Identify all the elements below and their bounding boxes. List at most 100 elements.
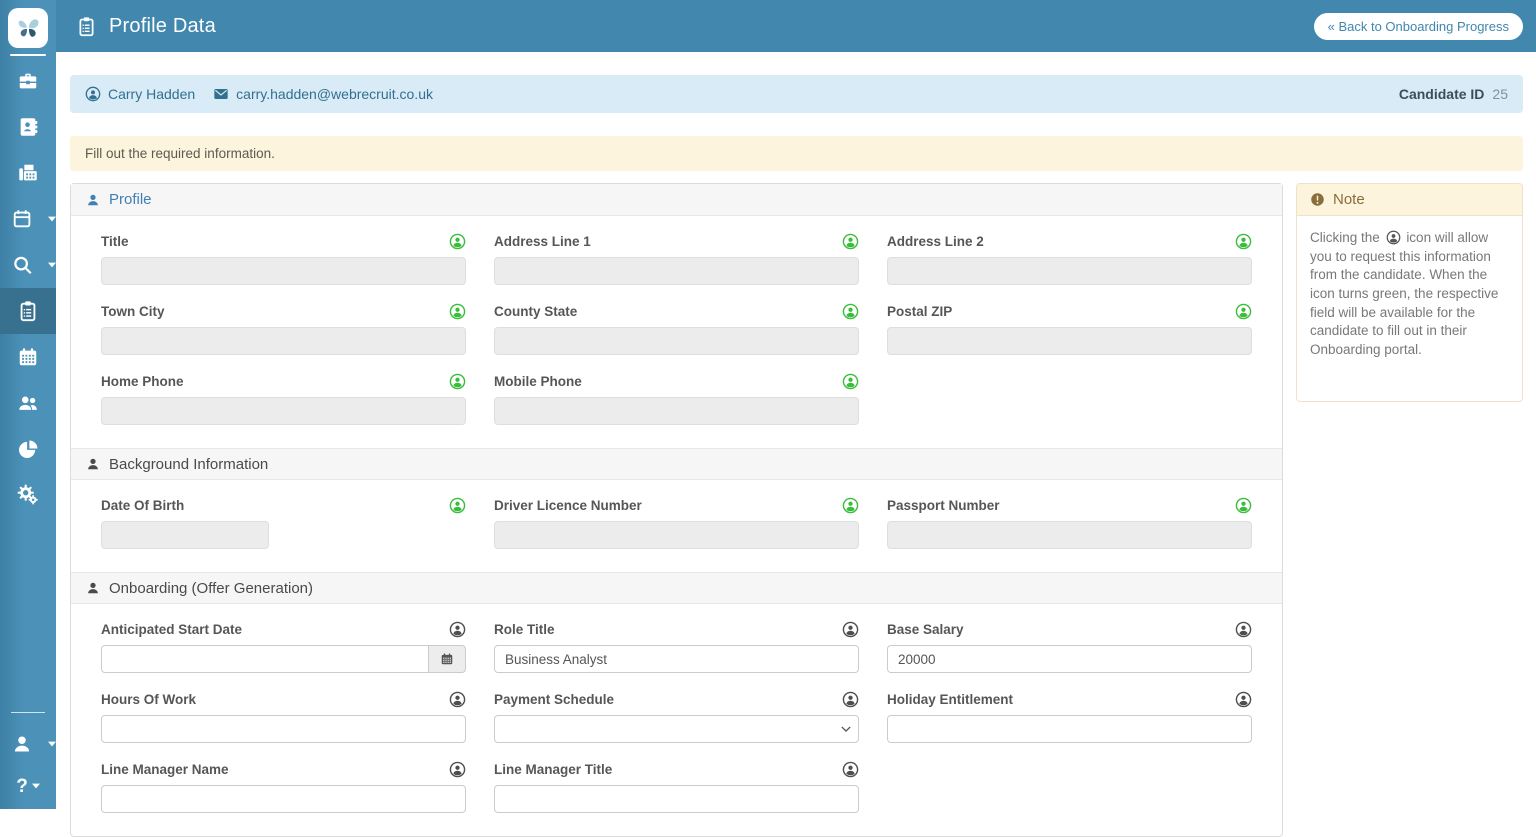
- request-from-candidate-icon[interactable]: [449, 303, 466, 320]
- request-from-candidate-icon[interactable]: [1235, 691, 1252, 708]
- field-label: Anticipated Start Date: [101, 622, 242, 637]
- user-circle-icon: [85, 86, 101, 102]
- mobile-phone-input: [494, 397, 859, 425]
- request-from-candidate-icon[interactable]: [842, 373, 859, 390]
- field-label: County State: [494, 304, 577, 319]
- field-label: Title: [101, 234, 129, 249]
- briefcase-icon: [0, 70, 56, 92]
- field-hours-of-work: Hours Of Work: [101, 691, 466, 743]
- field-label: Town City: [101, 304, 165, 319]
- payment-schedule-select[interactable]: [494, 715, 859, 743]
- sidebar-item-users[interactable]: [0, 380, 56, 426]
- field-driver-licence-number: Driver Licence Number: [494, 497, 859, 549]
- field-label: Mobile Phone: [494, 374, 582, 389]
- anticipated-start-date-input[interactable]: [101, 645, 429, 673]
- profile-data-panel: Profile Title Address Line 1 Address Lin…: [70, 183, 1283, 837]
- candidate-bar: Carry Hadden carry.hadden@webrecruit.co.…: [70, 75, 1523, 113]
- content: Carry Hadden carry.hadden@webrecruit.co.…: [56, 52, 1536, 837]
- request-from-candidate-icon[interactable]: [449, 621, 466, 638]
- sidebar-item-profile-data[interactable]: [0, 288, 56, 334]
- user-icon: [86, 581, 100, 595]
- section-title: Onboarding (Offer Generation): [109, 580, 313, 597]
- background-fields: Date Of Birth Driver Licence Number Pass…: [71, 480, 1282, 572]
- page: ? Profile Data « Back to Onboarding Prog…: [0, 0, 1536, 809]
- section-title: Profile: [109, 191, 152, 208]
- request-from-candidate-icon[interactable]: [449, 373, 466, 390]
- field-postal-zip: Postal ZIP: [887, 303, 1252, 355]
- sidebar-item-calendar-grid[interactable]: [0, 334, 56, 380]
- address-line-1-input: [494, 257, 859, 285]
- request-from-candidate-icon[interactable]: [842, 233, 859, 250]
- field-anticipated-start-date: Anticipated Start Date: [101, 621, 466, 673]
- back-to-onboarding-button[interactable]: « Back to Onboarding Progress: [1314, 13, 1523, 40]
- holiday-entitlement-input[interactable]: [887, 715, 1252, 743]
- field-address-line-1: Address Line 1: [494, 233, 859, 285]
- info-alert: Fill out the required information.: [70, 136, 1523, 171]
- sidebar-help-menu[interactable]: ?: [0, 765, 56, 807]
- user-icon: [86, 193, 100, 207]
- request-from-candidate-icon[interactable]: [1235, 497, 1252, 514]
- field-label: Date Of Birth: [101, 498, 184, 513]
- chevron-down-icon: [48, 741, 56, 747]
- date-of-birth-input: [101, 521, 269, 549]
- sidebar-user-menu[interactable]: [0, 723, 56, 765]
- butterfly-logo-icon: [13, 13, 43, 43]
- base-salary-input[interactable]: [887, 645, 1252, 673]
- field-county-state: County State: [494, 303, 859, 355]
- candidate-id-value: 25: [1492, 86, 1508, 102]
- user-icon: [0, 734, 44, 754]
- sidebar-divider: [11, 712, 45, 713]
- profile-fields: Title Address Line 1 Address Line 2: [71, 216, 1282, 448]
- request-from-candidate-icon[interactable]: [1235, 233, 1252, 250]
- datepicker-button[interactable]: [429, 645, 466, 673]
- candidate-name-item: Carry Hadden: [85, 86, 195, 102]
- cogs-icon: [0, 484, 56, 506]
- note-body: Clicking the icon will allow you to requ…: [1297, 216, 1522, 401]
- page-title: Profile Data: [109, 15, 216, 38]
- envelope-icon: [213, 86, 229, 102]
- field-label: Line Manager Name: [101, 762, 229, 777]
- request-from-candidate-icon[interactable]: [842, 621, 859, 638]
- sidebar: ?: [0, 0, 56, 809]
- field-label: Postal ZIP: [887, 304, 952, 319]
- request-from-candidate-icon[interactable]: [1235, 303, 1252, 320]
- title-input: [101, 257, 466, 285]
- user-icon: [86, 457, 100, 471]
- request-from-candidate-icon[interactable]: [449, 691, 466, 708]
- chevron-down-icon: [48, 262, 56, 268]
- logo-divider: [10, 54, 46, 56]
- sidebar-item-address-book[interactable]: [0, 104, 56, 150]
- sidebar-item-pie-chart[interactable]: [0, 426, 56, 472]
- sidebar-item-search-dropdown[interactable]: [0, 242, 56, 288]
- sidebar-item-settings[interactable]: [0, 472, 56, 518]
- sidebar-item-calendar-dropdown[interactable]: [0, 196, 56, 242]
- role-title-input[interactable]: [494, 645, 859, 673]
- candidate-id-item: Candidate ID 25: [1399, 86, 1508, 102]
- note-heading: Note: [1297, 184, 1522, 216]
- fax-icon: [0, 162, 56, 184]
- chevron-down-icon: [48, 216, 56, 222]
- field-label: Address Line 2: [887, 234, 984, 249]
- sidebar-item-briefcase[interactable]: [0, 58, 56, 104]
- sidebar-item-fax[interactable]: [0, 150, 56, 196]
- request-from-candidate-icon[interactable]: [842, 761, 859, 778]
- field-label: Holiday Entitlement: [887, 692, 1013, 707]
- request-from-candidate-icon[interactable]: [449, 233, 466, 250]
- app-logo[interactable]: [8, 8, 48, 48]
- field-role-title: Role Title: [494, 621, 859, 673]
- hours-of-work-input[interactable]: [101, 715, 466, 743]
- request-from-candidate-icon[interactable]: [449, 761, 466, 778]
- note-title: Note: [1333, 191, 1365, 208]
- calendar-icon: [0, 208, 45, 230]
- address-line-2-input: [887, 257, 1252, 285]
- request-from-candidate-icon[interactable]: [449, 497, 466, 514]
- note-text: icon will allow you to request this info…: [1310, 230, 1498, 357]
- topbar: Profile Data « Back to Onboarding Progre…: [56, 0, 1536, 52]
- help-icon: ?: [16, 777, 28, 796]
- request-from-candidate-icon[interactable]: [842, 303, 859, 320]
- request-from-candidate-icon[interactable]: [1235, 621, 1252, 638]
- request-from-candidate-icon[interactable]: [842, 497, 859, 514]
- field-label: Line Manager Title: [494, 762, 612, 777]
- request-from-candidate-icon[interactable]: [842, 691, 859, 708]
- address-book-icon: [0, 116, 56, 138]
